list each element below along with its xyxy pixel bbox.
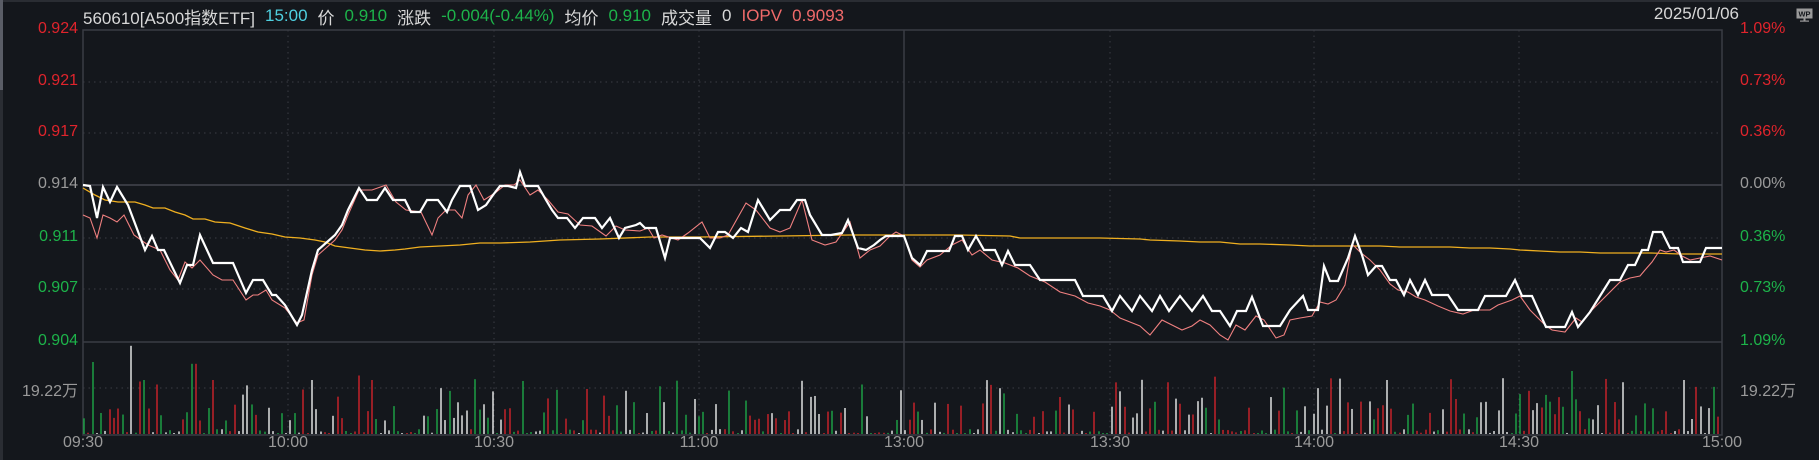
right-axis-tick: 0.00% — [1740, 175, 1786, 192]
time-tick: 13:00 — [883, 434, 925, 451]
window-left-border — [0, 0, 3, 460]
avg-price-label: 均价 — [564, 8, 599, 28]
left-axis-tick: 0.911 — [39, 228, 78, 245]
volume-axis-left-label: 19.22万 — [21, 383, 78, 400]
quote-time: 15:00 — [264, 6, 308, 25]
volume-axis-right-label: 19.22万 — [1740, 383, 1797, 400]
volume-value: 0 — [722, 6, 732, 25]
chart-date: 2025/01/06 — [1653, 4, 1739, 23]
time-tick: 09:30 — [62, 434, 104, 451]
avg-price-line — [82, 187, 1722, 255]
security-name: 560610[A500指数ETF] — [83, 8, 255, 28]
change-label: 涨跌 — [397, 8, 432, 28]
right-axis-tick: 0.73% — [1740, 279, 1786, 296]
price-label: 价 — [317, 8, 335, 28]
right-axis-tick: 0.36% — [1740, 123, 1786, 140]
wp-monitor-icon[interactable]: WP — [1796, 8, 1813, 22]
quote-header: 560610[A500指数ETF] 15:00 价 0.910 涨跌 -0.00… — [83, 4, 854, 28]
right-axis-tick: 1.09% — [1740, 20, 1786, 37]
svg-text:WP: WP — [1798, 10, 1810, 19]
right-axis-tick: 1.09% — [1740, 332, 1786, 349]
window-top-border — [0, 0, 1819, 2]
time-tick: 13:30 — [1089, 434, 1131, 451]
time-tick: 11:00 — [679, 434, 719, 451]
left-axis-tick: 0.917 — [37, 123, 78, 140]
time-tick: 14:30 — [1498, 434, 1540, 451]
left-axis-tick: 0.924 — [37, 20, 78, 37]
avg-price-value: 0.910 — [608, 6, 652, 25]
right-axis-tick: 0.73% — [1740, 72, 1786, 89]
volume-label: 成交量 — [661, 8, 713, 28]
time-tick: 10:30 — [473, 434, 515, 451]
left-axis-tick: 0.921 — [37, 72, 78, 89]
left-axis-tick: 0.904 — [37, 332, 78, 349]
change-value: -0.004(-0.44%) — [441, 6, 555, 25]
price-value: 0.910 — [344, 6, 388, 25]
iopv-line — [82, 179, 1723, 341]
left-axis-tick: 0.914 — [37, 175, 78, 192]
iopv-label: IOPV — [741, 6, 783, 25]
time-tick: 14:00 — [1293, 434, 1335, 451]
iopv-value: 0.9093 — [792, 6, 845, 25]
window-scroll-handle[interactable] — [0, 0, 3, 90]
time-tick: 15:00 — [1701, 434, 1743, 451]
left-axis-tick: 0.907 — [37, 279, 78, 296]
right-axis-tick: 0.36% — [1740, 228, 1786, 245]
time-tick: 10:00 — [267, 434, 309, 451]
price-line — [82, 168, 1722, 330]
